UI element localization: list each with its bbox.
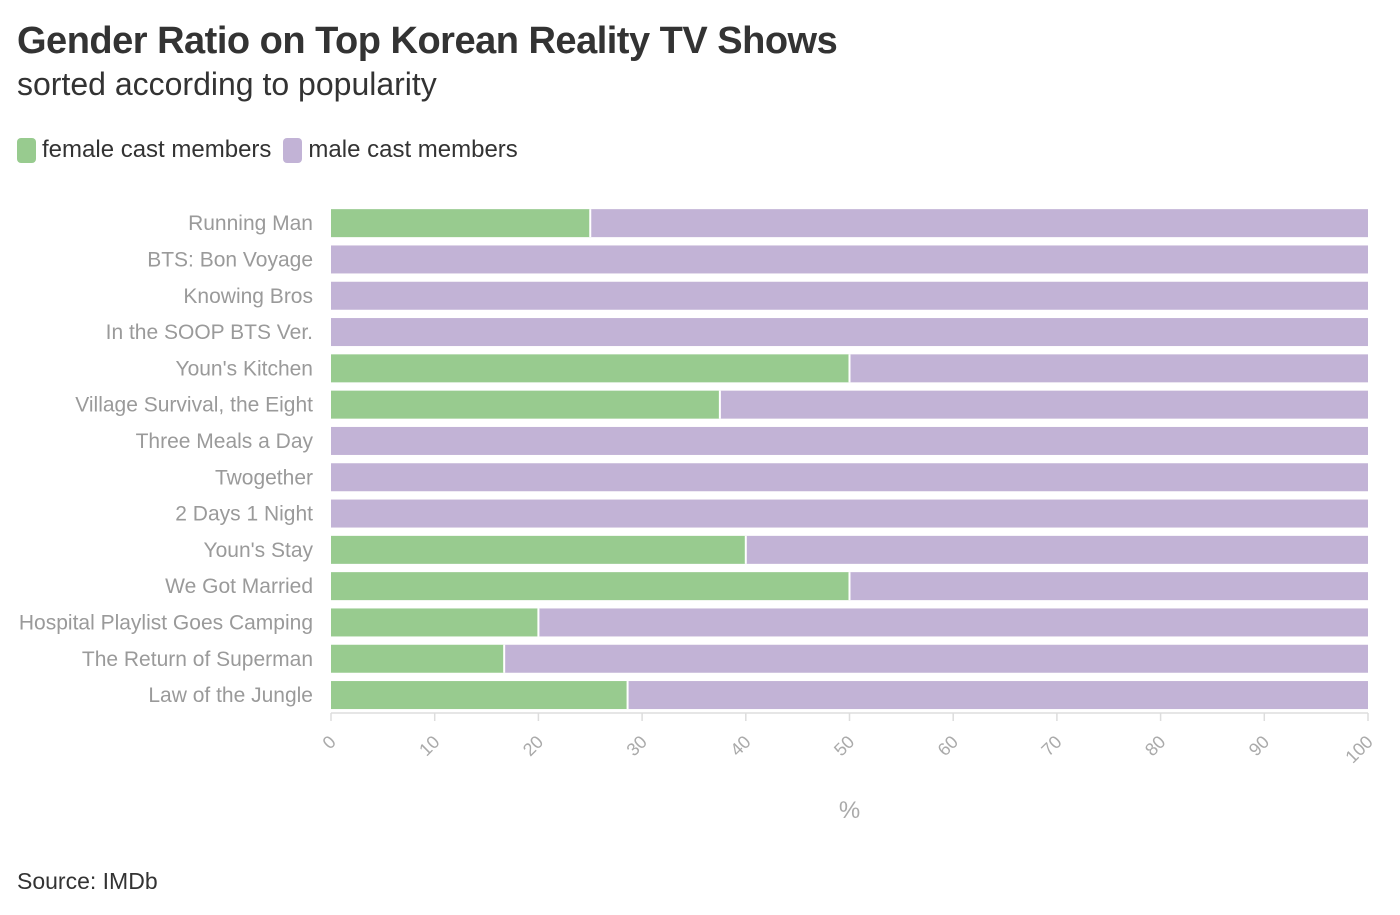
category-label: Village Survival, the Eight — [75, 394, 313, 417]
category-label: Three Meals a Day — [136, 430, 314, 453]
x-tick-label: 60 — [934, 732, 962, 760]
legend-item-male[interactable]: male cast members — [283, 136, 518, 164]
bar-female — [331, 572, 850, 601]
bar-male — [331, 499, 1368, 528]
category-label: Youn's Kitchen — [175, 357, 313, 380]
category-label: Youn's Stay — [204, 539, 314, 562]
x-tick-label: 30 — [623, 732, 651, 760]
bar-female — [331, 608, 539, 637]
category-label: The Return of Superman — [82, 648, 313, 671]
legend: female cast members male cast members — [17, 136, 530, 164]
x-tick-label: 100 — [1341, 732, 1376, 767]
bar-female — [331, 354, 850, 383]
x-tick-label: 70 — [1037, 732, 1065, 760]
bar-male — [331, 318, 1368, 347]
category-label: 2 Days 1 Night — [175, 503, 313, 526]
legend-label-male: male cast members — [308, 136, 518, 163]
bar-female — [331, 209, 591, 238]
x-tick-label: 40 — [726, 732, 754, 760]
bar-male — [719, 390, 1368, 419]
x-tick-label: 50 — [830, 732, 858, 760]
bar-male — [849, 354, 1368, 383]
bar-female — [331, 644, 505, 673]
chart-title: Gender Ratio on Top Korean Reality TV Sh… — [17, 20, 838, 62]
bar-male — [849, 572, 1368, 601]
bar-male — [504, 644, 1369, 673]
category-label: We Got Married — [165, 575, 313, 598]
x-tick-label: 90 — [1245, 732, 1273, 760]
bar-female — [331, 535, 746, 564]
x-tick-label: 0 — [319, 732, 340, 753]
category-label: BTS: Bon Voyage — [147, 248, 313, 271]
bar-male — [590, 209, 1368, 238]
bar-male — [331, 245, 1368, 274]
bar-male — [331, 426, 1368, 455]
category-label: Knowing Bros — [183, 285, 313, 308]
x-tick-label: 10 — [415, 732, 443, 760]
legend-label-female: female cast members — [42, 136, 272, 163]
source-note: Source: IMDb — [17, 868, 158, 894]
chart-subtitle: sorted according to popularity — [17, 66, 437, 102]
bar-female — [331, 681, 628, 710]
x-tick-label: 80 — [1141, 732, 1169, 760]
category-label: Running Man — [188, 212, 313, 235]
category-label: In the SOOP BTS Ver. — [106, 321, 313, 344]
bar-male — [331, 281, 1368, 310]
legend-swatch-male — [283, 137, 303, 163]
bar-female — [331, 390, 720, 419]
category-label: Twogether — [215, 466, 313, 489]
bar-male — [331, 463, 1368, 492]
category-label: Hospital Playlist Goes Camping — [19, 611, 313, 634]
bar-male — [745, 535, 1368, 564]
bar-male — [627, 681, 1368, 710]
x-axis-title: % — [839, 797, 860, 824]
x-tick-label: 20 — [519, 732, 547, 760]
bar-male — [538, 608, 1368, 637]
legend-item-female[interactable]: female cast members — [17, 136, 271, 164]
legend-swatch-female — [17, 137, 36, 163]
category-label: Law of the Jungle — [148, 684, 313, 707]
